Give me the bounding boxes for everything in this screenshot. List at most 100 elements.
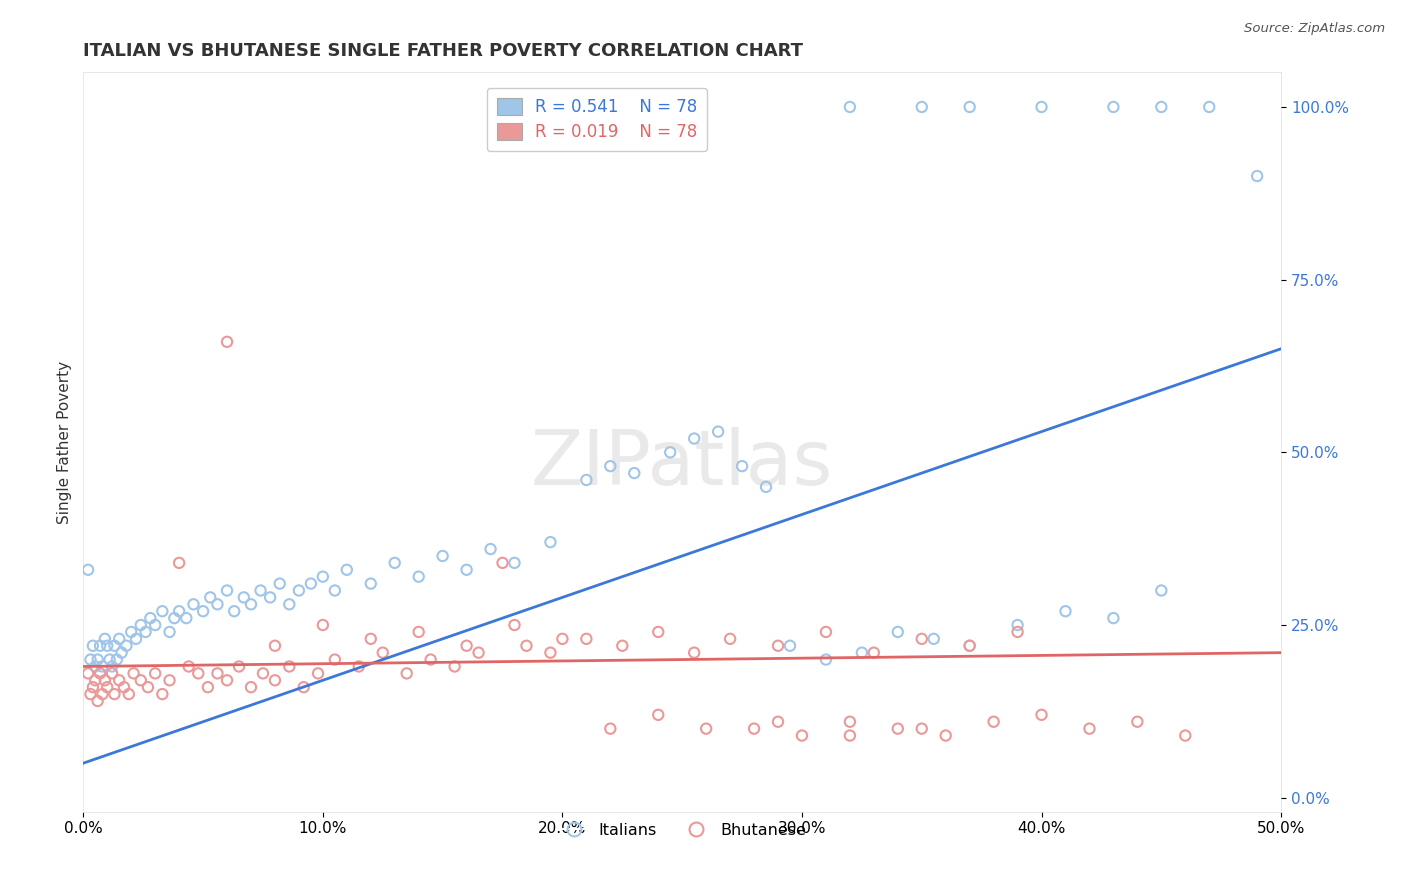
Point — [838, 100, 860, 114]
Point — [503, 618, 526, 632]
Point — [176, 611, 198, 625]
Point — [312, 618, 335, 632]
Point — [143, 666, 166, 681]
Point — [838, 714, 860, 729]
Point — [1150, 100, 1173, 114]
Point — [623, 466, 645, 480]
Legend: Italians, Bhutanese: Italians, Bhutanese — [551, 816, 813, 844]
Point — [347, 659, 370, 673]
Point — [432, 549, 454, 563]
Point — [683, 432, 706, 446]
Point — [1078, 722, 1101, 736]
Point — [551, 632, 574, 646]
Point — [479, 542, 502, 557]
Point — [911, 632, 934, 646]
Point — [252, 666, 274, 681]
Point — [1031, 100, 1053, 114]
Point — [887, 624, 910, 639]
Point — [207, 597, 229, 611]
Point — [1198, 100, 1220, 114]
Point — [96, 639, 118, 653]
Point — [135, 624, 157, 639]
Point — [503, 556, 526, 570]
Point — [224, 604, 246, 618]
Point — [323, 583, 346, 598]
Point — [115, 639, 138, 653]
Text: ITALIAN VS BHUTANESE SINGLE FATHER POVERTY CORRELATION CHART: ITALIAN VS BHUTANESE SINGLE FATHER POVER… — [83, 42, 803, 60]
Point — [731, 459, 754, 474]
Point — [120, 624, 142, 639]
Point — [911, 100, 934, 114]
Point — [538, 646, 561, 660]
Point — [129, 673, 152, 688]
Point — [515, 639, 537, 653]
Point — [395, 666, 418, 681]
Point — [766, 639, 789, 653]
Point — [118, 687, 141, 701]
Point — [467, 646, 489, 660]
Point — [150, 687, 173, 701]
Point — [167, 604, 190, 618]
Point — [1007, 624, 1029, 639]
Point — [312, 569, 335, 583]
Point — [278, 659, 301, 673]
Point — [360, 576, 382, 591]
Point — [443, 659, 465, 673]
Point — [360, 632, 382, 646]
Point — [538, 535, 561, 549]
Point — [264, 673, 287, 688]
Point — [278, 597, 301, 611]
Point — [183, 597, 205, 611]
Y-axis label: Single Father Poverty: Single Father Poverty — [58, 360, 72, 524]
Point — [96, 680, 118, 694]
Point — [269, 576, 291, 591]
Point — [683, 646, 706, 660]
Point — [101, 659, 124, 673]
Point — [159, 624, 181, 639]
Point — [384, 556, 406, 570]
Point — [779, 639, 801, 653]
Point — [215, 673, 238, 688]
Point — [922, 632, 945, 646]
Point — [259, 591, 281, 605]
Point — [371, 646, 394, 660]
Point — [575, 632, 598, 646]
Point — [695, 722, 717, 736]
Point — [1174, 729, 1197, 743]
Point — [1150, 583, 1173, 598]
Point — [863, 646, 886, 660]
Point — [612, 639, 634, 653]
Point — [86, 652, 108, 666]
Point — [766, 714, 789, 729]
Point — [307, 666, 329, 681]
Point — [163, 611, 186, 625]
Point — [77, 563, 100, 577]
Point — [959, 100, 981, 114]
Point — [419, 652, 441, 666]
Point — [105, 652, 128, 666]
Point — [91, 687, 114, 701]
Point — [408, 569, 430, 583]
Point — [336, 563, 359, 577]
Point — [215, 334, 238, 349]
Point — [456, 639, 478, 653]
Point — [187, 666, 209, 681]
Point — [1007, 618, 1029, 632]
Point — [77, 666, 100, 681]
Point — [292, 680, 315, 694]
Point — [575, 473, 598, 487]
Point — [983, 714, 1005, 729]
Point — [959, 639, 981, 653]
Point — [125, 632, 148, 646]
Point — [288, 583, 311, 598]
Point — [103, 687, 125, 701]
Text: ZIPatlas: ZIPatlas — [531, 427, 834, 501]
Point — [108, 632, 131, 646]
Point — [718, 632, 741, 646]
Point — [240, 680, 263, 694]
Point — [94, 673, 117, 688]
Point — [851, 646, 873, 660]
Point — [84, 659, 107, 673]
Point — [84, 673, 107, 688]
Point — [911, 722, 934, 736]
